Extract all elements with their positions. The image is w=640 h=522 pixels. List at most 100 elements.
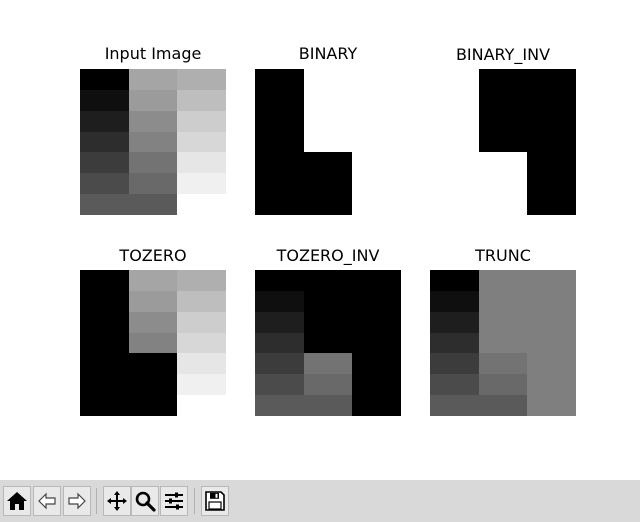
pixel-cell <box>80 194 129 215</box>
pixel-cell <box>352 270 401 291</box>
pixel-cell <box>129 173 177 194</box>
pixel-cell <box>304 333 352 353</box>
zoom-icon <box>135 491 156 512</box>
pixel-cell <box>129 291 177 312</box>
pixel-cell <box>430 312 479 333</box>
pixel-cell <box>430 132 479 152</box>
pixel-cell <box>352 312 401 333</box>
pixel-cell <box>129 374 177 395</box>
pixel-cell <box>430 333 479 353</box>
pixel-cell <box>479 173 527 194</box>
pixel-cell <box>177 270 226 291</box>
pixel-cell <box>479 374 527 395</box>
pixel-cell <box>129 152 177 173</box>
pixel-cell <box>430 173 479 194</box>
figure-canvas: Input Image BINARY BINARY_INV TOZERO TOZ… <box>80 44 576 416</box>
pixel-cell <box>255 374 304 395</box>
home-button[interactable] <box>3 486 31 516</box>
image-input <box>80 69 226 215</box>
pixel-cell <box>80 291 129 312</box>
pixel-cell <box>304 152 352 173</box>
pixel-cell <box>129 69 177 90</box>
pixel-cell <box>177 194 226 215</box>
pixel-cell <box>479 69 527 90</box>
pixel-cell <box>255 312 304 333</box>
pixel-cell <box>255 395 304 416</box>
pixel-cell <box>304 291 352 312</box>
pixel-cell <box>430 69 479 90</box>
pixel-cell <box>177 90 226 111</box>
pixel-cell <box>177 173 226 194</box>
pixel-cell <box>527 194 576 215</box>
pixel-cell <box>255 69 304 90</box>
pixel-cell <box>80 353 129 374</box>
pixel-cell <box>527 132 576 152</box>
pixel-cell <box>304 173 352 194</box>
pixel-cell <box>304 312 352 333</box>
navigation-toolbar <box>0 480 640 522</box>
pixel-cell <box>255 291 304 312</box>
pixel-cell <box>177 291 226 312</box>
pixel-cell <box>352 194 401 215</box>
pixel-cell <box>527 395 576 416</box>
pixel-cell <box>177 353 226 374</box>
pixel-cell <box>527 69 576 90</box>
image-trunc <box>430 270 576 416</box>
pixel-cell <box>255 173 304 194</box>
pixel-cell <box>177 152 226 173</box>
pixel-cell <box>255 90 304 111</box>
pixel-cell <box>177 395 226 416</box>
pixel-cell <box>479 353 527 374</box>
pixel-cell <box>352 90 401 111</box>
pixel-cell <box>129 90 177 111</box>
pixel-cell <box>80 69 129 90</box>
pixel-cell <box>129 333 177 353</box>
pixel-cell <box>255 270 304 291</box>
back-button[interactable] <box>33 486 61 516</box>
save-button[interactable] <box>201 486 229 516</box>
pixel-cell <box>479 395 527 416</box>
pixel-cell <box>352 152 401 173</box>
pixel-cell <box>255 132 304 152</box>
forward-icon <box>68 492 86 510</box>
pixel-cell <box>352 173 401 194</box>
image-binary <box>255 69 401 215</box>
pixel-cell <box>177 111 226 132</box>
pixel-cell <box>527 353 576 374</box>
pixel-cell <box>304 194 352 215</box>
pixel-cell <box>352 291 401 312</box>
pixel-cell <box>430 111 479 132</box>
pixel-cell <box>80 270 129 291</box>
pan-icon <box>107 491 127 511</box>
pixel-cell <box>80 152 129 173</box>
image-tozero-inv <box>255 270 401 416</box>
configure-subplots-icon <box>165 492 183 510</box>
toolbar-separator <box>96 488 97 514</box>
pixel-cell <box>430 90 479 111</box>
back-icon <box>38 492 56 510</box>
pan-button[interactable] <box>103 486 131 516</box>
pixel-cell <box>352 333 401 353</box>
pixel-cell <box>129 270 177 291</box>
pixel-cell <box>129 395 177 416</box>
pixel-cell <box>255 353 304 374</box>
pixel-cell <box>80 111 129 132</box>
pixel-cell <box>479 333 527 353</box>
image-tozero <box>80 270 226 416</box>
pixel-cell <box>352 353 401 374</box>
pixel-cell <box>304 395 352 416</box>
pixel-cell <box>527 291 576 312</box>
pixel-cell <box>177 132 226 152</box>
configure-subplots-button[interactable] <box>160 486 188 516</box>
pixel-cell <box>430 374 479 395</box>
zoom-button[interactable] <box>131 486 159 516</box>
forward-button[interactable] <box>63 486 91 516</box>
pixel-cell <box>304 270 352 291</box>
pixel-cell <box>430 194 479 215</box>
pixel-cell <box>177 69 226 90</box>
pixel-cell <box>80 173 129 194</box>
pixel-cell <box>304 69 352 90</box>
pixel-cell <box>527 312 576 333</box>
pixel-cell <box>80 374 129 395</box>
pixel-cell <box>255 111 304 132</box>
